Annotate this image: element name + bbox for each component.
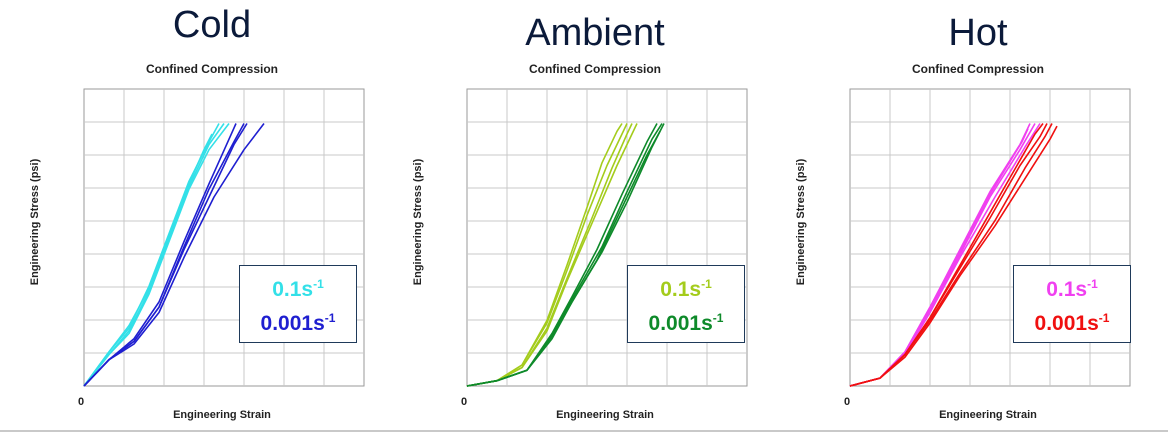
legend: 0.1s-1 0.001s-1 bbox=[1013, 265, 1131, 343]
series-line-3 bbox=[83, 123, 230, 387]
legend-entry-exponent: -1 bbox=[324, 311, 336, 325]
series-line-4 bbox=[83, 133, 213, 387]
legend-entry-label: 0.1s bbox=[1046, 278, 1088, 301]
x-tick-label-zero: 0 bbox=[461, 396, 468, 408]
x-tick-label-zero: 0 bbox=[844, 396, 851, 408]
legend-entry-label: 0.001s bbox=[260, 312, 325, 335]
legend-entry-exponent: -1 bbox=[1098, 311, 1110, 325]
legend-entry-slow: 0.001s-1 bbox=[261, 304, 336, 338]
legend-entry-slow: 0.001s-1 bbox=[1035, 304, 1110, 338]
panel-heading: Cold bbox=[172, 4, 252, 46]
legend-entry-fast: 0.1s-1 bbox=[272, 270, 324, 304]
x-axis-label: Engineering Strain bbox=[939, 409, 1037, 421]
y-axis-label: Engineering Stress (psi) bbox=[795, 158, 807, 286]
legend-entry-label: 0.001s bbox=[648, 312, 713, 335]
chart-title: Confined Compression bbox=[911, 62, 1044, 76]
legend-entry-exponent: -1 bbox=[712, 311, 724, 325]
x-axis-label: Engineering Strain bbox=[556, 409, 654, 421]
chart-panel-cold: Cold Confined Compression Engineering St… bbox=[22, 0, 402, 433]
chart-panel-ambient: Ambient Confined Compression Engineering… bbox=[405, 0, 785, 433]
series-line-8 bbox=[466, 130, 661, 387]
plot-area bbox=[849, 88, 1131, 387]
legend: 0.1s-1 0.001s-1 bbox=[627, 265, 745, 343]
y-axis-label: Engineering Stress (psi) bbox=[412, 158, 424, 286]
series-line-4 bbox=[466, 123, 638, 387]
series-line-8 bbox=[83, 123, 248, 387]
plot-area bbox=[83, 88, 365, 387]
chart-title: Confined Compression bbox=[528, 62, 661, 76]
legend-entry-fast: 0.1s-1 bbox=[1046, 270, 1098, 304]
series-line-8 bbox=[849, 125, 1058, 387]
legend-entry-exponent: -1 bbox=[701, 277, 712, 291]
legend-entry-slow: 0.001s-1 bbox=[649, 304, 724, 338]
legend: 0.1s-1 0.001s-1 bbox=[239, 265, 357, 343]
legend-entry-fast: 0.1s-1 bbox=[660, 270, 712, 304]
chart-panel-hot: Hot Confined Compression Engineering Str… bbox=[788, 0, 1168, 433]
bottom-divider bbox=[0, 430, 1168, 432]
legend-entry-exponent: -1 bbox=[313, 277, 324, 291]
legend-entry-exponent: -1 bbox=[1087, 277, 1098, 291]
legend-entry-label: 0.1s bbox=[660, 278, 702, 301]
legend-entry-label: 0.1s bbox=[272, 278, 314, 301]
panel-heading: Ambient bbox=[525, 12, 665, 54]
y-axis-label: Engineering Stress (psi) bbox=[29, 158, 41, 286]
panel-heading: Hot bbox=[948, 12, 1008, 54]
x-axis-label: Engineering Strain bbox=[173, 409, 271, 421]
x-tick-label-zero: 0 bbox=[78, 396, 85, 408]
plot-area bbox=[466, 88, 748, 387]
legend-entry-label: 0.001s bbox=[1034, 312, 1099, 335]
chart-title: Confined Compression bbox=[145, 62, 278, 76]
